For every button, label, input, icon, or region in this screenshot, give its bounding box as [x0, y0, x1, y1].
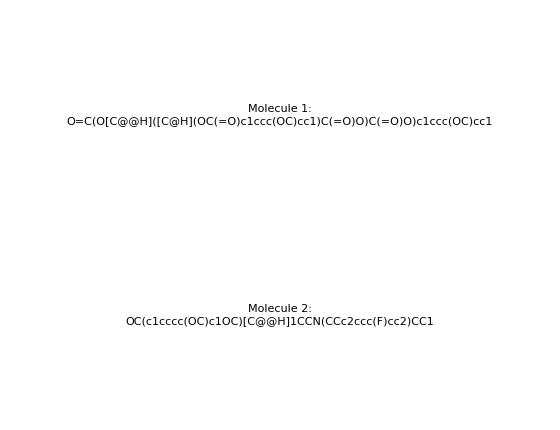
- Text: Molecule 1:
O=C(O[C@@H]([C@H](OC(=O)c1ccc(OC)cc1)C(=O)O)C(=O)O)c1ccc(OC)cc1: Molecule 1: O=C(O[C@@H]([C@H](OC(=O)c1cc…: [67, 104, 493, 126]
- Text: Molecule 2:
OC(c1cccc(OC)c1OC)[C@@H]1CCN(CCc2ccc(F)cc2)CC1: Molecule 2: OC(c1cccc(OC)c1OC)[C@@H]1CCN…: [125, 304, 435, 326]
